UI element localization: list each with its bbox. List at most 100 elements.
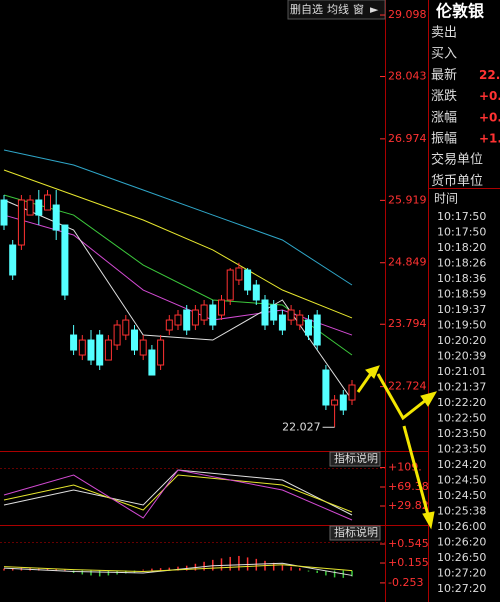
toolbar-button[interactable]: ► [370, 3, 379, 16]
instrument-title: 伦敦银 [436, 2, 485, 21]
candle-body [305, 319, 312, 336]
candle-body [157, 339, 165, 366]
low-annotation: 22.027 [282, 420, 321, 433]
trade-time: 10:24:50 [437, 489, 486, 502]
trade-time: 10:17:50 [437, 226, 486, 239]
trade-time: 10:18:20 [437, 241, 486, 254]
candle-body [287, 309, 295, 321]
y-tick-label: 22.724 [388, 380, 427, 393]
candle-body [244, 269, 252, 291]
candle-body [104, 339, 112, 361]
quote-value: 22.6 [479, 68, 500, 82]
candle-body [113, 324, 121, 346]
indicator-line [3, 469, 353, 521]
candle-body [218, 299, 225, 316]
y-tick-label: +0.155 [388, 556, 429, 569]
quote-value: +0.9 [479, 110, 500, 124]
y-tick-label: 28.043 [388, 70, 427, 83]
candle-body [52, 204, 60, 231]
indicator-button [329, 525, 381, 541]
candle-body [339, 394, 347, 411]
trade-time: 10:23:50 [437, 443, 486, 456]
trade-time: 10:19:37 [437, 303, 486, 316]
time-header: 时间 [434, 192, 458, 206]
trade-time: 10:17:50 [437, 210, 486, 223]
candle-body [87, 339, 95, 361]
arrow-head [422, 511, 435, 530]
indicator-line [3, 469, 353, 516]
candle-body [165, 319, 173, 331]
indicator-label: 指标说明 [334, 451, 378, 465]
trade-time: 10:26:00 [437, 520, 486, 533]
y-tick-label: 24.849 [388, 256, 427, 269]
trade-time: 10:20:39 [437, 350, 486, 363]
quote-label: 买入 [431, 47, 457, 62]
candle-body [313, 314, 321, 346]
candle-body [122, 319, 130, 336]
candle-body [44, 194, 51, 211]
candle-body [331, 399, 339, 406]
trade-time: 10:18:36 [437, 272, 486, 285]
indicator-line [3, 169, 353, 319]
trade-time: 10:19:50 [437, 319, 486, 332]
indicator-line [3, 564, 353, 573]
quote-label: 交易单位 [431, 152, 483, 168]
candle-body [174, 314, 182, 326]
trade-time: 10:22:50 [437, 412, 486, 425]
trade-time: 10:21:37 [437, 381, 486, 394]
candle-body [148, 349, 156, 376]
annotation-arrows [356, 365, 438, 530]
arrow [356, 371, 374, 393]
quote-label: 振幅 [431, 132, 457, 147]
quote-label: 涨跌 [431, 88, 457, 104]
trade-time: 10:24:20 [437, 458, 486, 471]
candle-body [200, 304, 208, 321]
trade-time: 10:18:26 [437, 257, 486, 270]
trade-time: 10:21:01 [437, 365, 486, 378]
candle-body [209, 304, 217, 326]
quote-label: 最新 [431, 67, 457, 83]
y-tick-label: +0.545 [388, 537, 429, 550]
candle-body [226, 269, 234, 301]
trade-time: 10:26:20 [437, 536, 486, 549]
candle-body [183, 309, 191, 331]
candle-body [322, 369, 330, 406]
y-tick-label: +29.82 [388, 499, 429, 512]
arrow [376, 373, 427, 421]
toolbar-button[interactable]: 删自选 [290, 3, 323, 16]
trade-time: 10:23:50 [437, 427, 486, 440]
candle-body [278, 314, 286, 331]
trade-time: 10:22:20 [437, 396, 486, 409]
candle-body [348, 384, 356, 401]
candle-body [131, 329, 138, 351]
trade-time: 10:27:20 [437, 582, 486, 595]
toolbar-button[interactable]: 均线 [327, 2, 349, 16]
trade-time: 10:24:50 [437, 474, 486, 487]
candle-body [296, 314, 304, 326]
quote-label: 卖出 [431, 26, 457, 41]
indicator-line [3, 149, 353, 286]
candle-body [252, 284, 260, 301]
arrow-head [365, 365, 380, 379]
candle-body [61, 224, 69, 296]
candle-body [78, 339, 86, 356]
candle-body [96, 334, 104, 366]
y-tick-label: 26.974 [388, 132, 427, 145]
candle-body [26, 199, 34, 216]
y-tick-label: 23.794 [388, 317, 427, 330]
candle-body [270, 304, 278, 321]
arrow [402, 425, 430, 516]
candle-body [191, 309, 199, 326]
trade-time: 10:18:59 [437, 288, 486, 301]
candle-body [0, 199, 8, 226]
indicator-button [329, 451, 381, 467]
trade-time: 10:26:50 [437, 551, 486, 564]
indicator-line [3, 474, 353, 513]
toolbar-button[interactable]: 窗 [353, 2, 364, 16]
candle-body [35, 199, 43, 216]
trade-time: 10:25:38 [437, 505, 486, 518]
candle-body [235, 267, 243, 281]
y-tick-label: 25.919 [388, 193, 427, 206]
trade-time: 10:27:20 [437, 567, 486, 580]
